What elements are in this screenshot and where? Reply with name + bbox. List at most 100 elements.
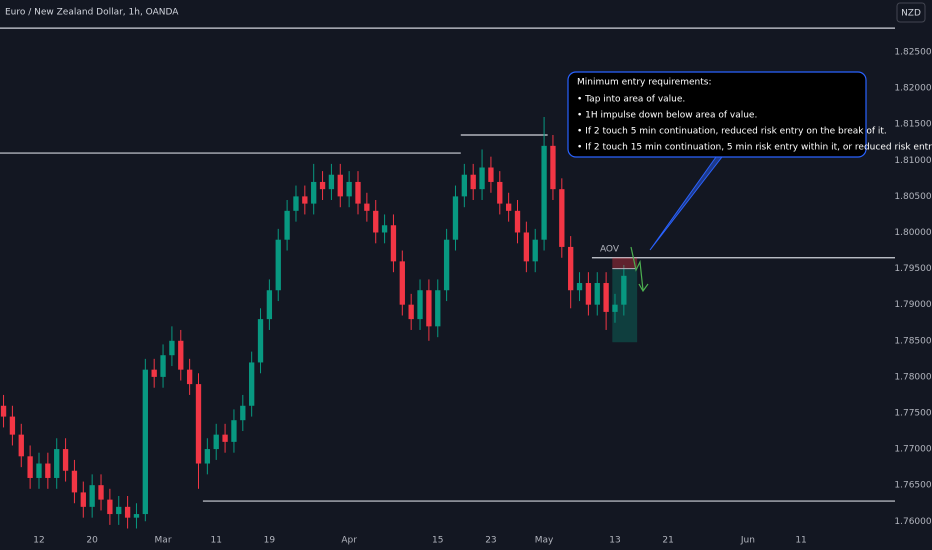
y-tick-label: 1.79000 [894, 300, 931, 310]
candle-body [107, 499, 113, 515]
candle-body [364, 203, 370, 211]
drawn-arrowhead [638, 283, 649, 293]
candle-body [293, 196, 299, 211]
y-tick-label: 1.82000 [894, 84, 931, 94]
y-tick-label: 1.80500 [894, 192, 931, 202]
currency-label[interactable]: NZD [901, 9, 921, 19]
chart-title: Euro / New Zealand Dollar, 1h, OANDA [5, 8, 179, 18]
candle-body [443, 239, 450, 291]
candle-body [417, 290, 423, 320]
candle-body [62, 449, 69, 471]
candle-body [257, 319, 264, 363]
candle-body [390, 225, 397, 262]
candle-body [488, 167, 494, 182]
y-tick-label: 1.81000 [894, 156, 931, 166]
candle-body [151, 369, 157, 377]
y-tick-label: 1.79500 [894, 264, 931, 274]
candle-body [222, 434, 228, 442]
annotation-line: • If 2 touch 15 min continuation, 5 min … [577, 143, 932, 153]
plot-area: AOV [0, 27, 895, 529]
x-tick-label: Mar [155, 536, 172, 546]
candle-body [213, 434, 219, 450]
candle-body [381, 225, 388, 233]
candle-body [116, 506, 122, 515]
drawn-arrow [630, 246, 644, 291]
annotation-heading: Minimum entry requirements: [577, 78, 711, 88]
candle-body [576, 283, 583, 291]
candle-body [497, 181, 503, 204]
candle-body [532, 239, 538, 262]
candle-body [461, 174, 467, 197]
candle-body [275, 239, 281, 291]
candle-body [240, 405, 246, 421]
candle-body [523, 232, 530, 262]
x-tick-label: 20 [86, 536, 98, 546]
candle-body [408, 304, 414, 320]
candle-body [452, 196, 459, 240]
candle-body [585, 283, 592, 305]
candle-body [470, 174, 476, 190]
x-tick-label: 11 [795, 536, 806, 546]
y-tick-label: 1.76000 [894, 517, 931, 527]
candle-body [559, 189, 565, 247]
candle-body [98, 485, 104, 500]
y-tick-label: 1.78500 [894, 336, 931, 346]
y-tick-label: 1.80000 [894, 228, 931, 238]
callout-pointer [649, 156, 723, 251]
candle-body [373, 210, 379, 233]
annotation-text: Minimum entry requirements: • Tap into a… [577, 78, 932, 153]
currency-box[interactable] [896, 2, 926, 23]
x-tick-label: Jun [740, 536, 755, 546]
candle-body [54, 449, 60, 478]
candle-body [514, 210, 521, 233]
x-tick-label: 13 [609, 536, 620, 546]
candle-body [355, 181, 361, 204]
candle-body [89, 485, 95, 507]
candle-body [27, 456, 33, 478]
candle-body [9, 416, 16, 435]
candle-body [337, 174, 343, 197]
candle-body [426, 290, 432, 327]
candle-body [71, 470, 78, 493]
candle-body [479, 167, 485, 190]
x-tick-label: 23 [485, 536, 496, 546]
y-tick-label: 1.77000 [894, 445, 931, 455]
candle-body [266, 290, 273, 320]
candle-body [124, 506, 131, 518]
x-tick-label: 11 [210, 536, 221, 546]
candle-body [160, 355, 166, 377]
x-tick-label: 12 [33, 536, 44, 546]
candle-body [621, 275, 627, 305]
candle-body [505, 203, 512, 211]
candle-body [612, 304, 618, 312]
candle-body [45, 463, 51, 478]
candle-body [550, 145, 556, 190]
x-tick-label: 15 [432, 536, 443, 546]
candle-body [133, 514, 140, 518]
candle-body [594, 283, 600, 305]
x-tick-label: May [535, 536, 554, 546]
candle-body [231, 420, 237, 442]
candle-body [80, 492, 86, 507]
candle-body [249, 362, 255, 406]
candle-body [568, 246, 574, 291]
price-axis [895, 0, 932, 550]
candle-body [204, 449, 211, 464]
x-tick-label: 21 [662, 536, 673, 546]
y-tick-label: 1.81500 [894, 120, 931, 130]
y-tick-label: 1.76500 [894, 481, 931, 491]
candle-body [541, 145, 547, 240]
candle-body [328, 174, 335, 190]
candle-body [18, 434, 24, 457]
candle-body [169, 340, 175, 356]
candle-body [178, 340, 184, 370]
candle-body [435, 290, 441, 327]
annotation-line: • Tap into area of value. [577, 95, 685, 105]
risk-zone [612, 257, 638, 269]
candle-body [36, 463, 42, 478]
candle-body [311, 181, 317, 204]
candle-body [186, 369, 193, 385]
candle-body [302, 196, 308, 204]
candle-body [319, 181, 326, 190]
